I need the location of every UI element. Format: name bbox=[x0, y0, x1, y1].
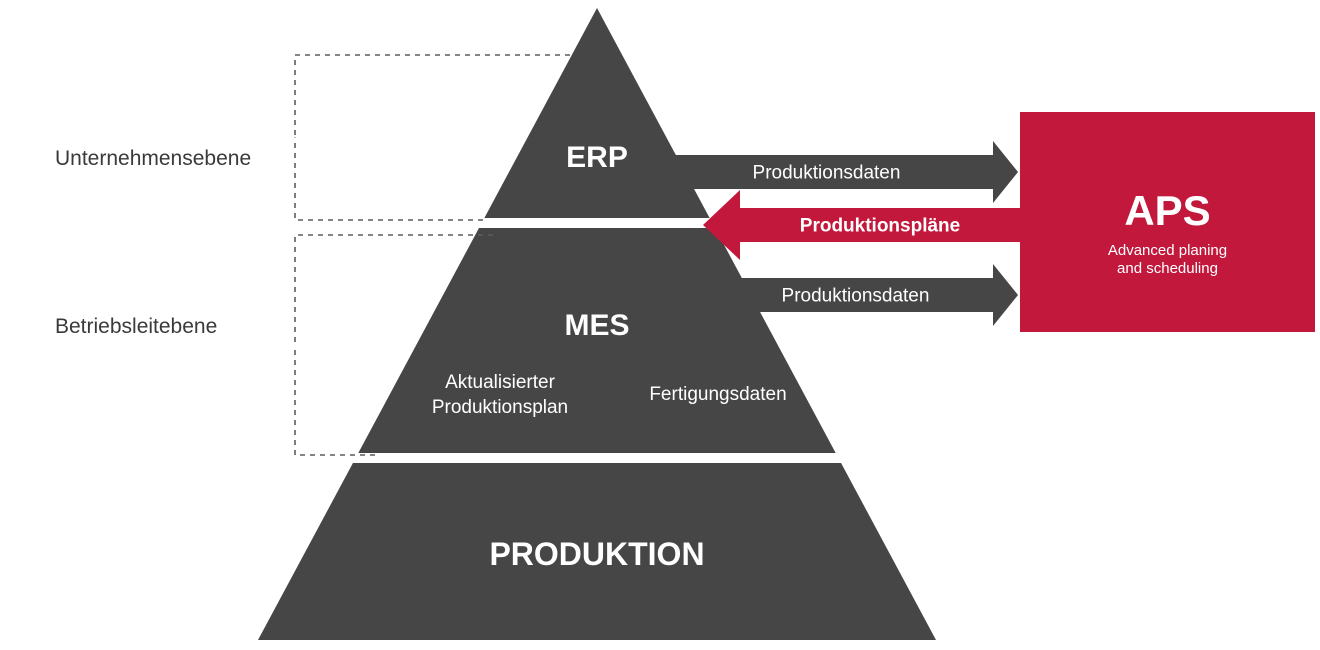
arrow-mes-to-aps-head-icon bbox=[993, 264, 1018, 326]
arrow-erp-to-aps-label: Produktionsdaten bbox=[753, 163, 901, 184]
aps-sub-1: Advanced planing bbox=[1108, 242, 1227, 259]
aps-sub-2: and scheduling bbox=[1117, 260, 1218, 277]
mes-to-prod-down-icon bbox=[488, 453, 512, 463]
mes-sub-left-line2: Produktionsplan bbox=[432, 397, 568, 418]
pyramid-label-erp: ERP bbox=[566, 141, 628, 174]
arrow-mes-to-aps-label: Produktionsdaten bbox=[782, 286, 930, 307]
left-label-upper: Unternehmensebene bbox=[55, 147, 251, 170]
bracket-segment bbox=[295, 345, 375, 455]
pyramid-label-prod: PRODUKTION bbox=[489, 536, 704, 572]
left-label-lower: Betriebsleitebene bbox=[55, 315, 217, 338]
mes-sub-left-line1: Aktualisierter bbox=[445, 372, 555, 393]
mes-sub-right-line1: Fertigungsdaten bbox=[649, 384, 786, 405]
arrow-erp-to-aps-head-icon bbox=[993, 141, 1018, 203]
bracket-segment bbox=[295, 138, 483, 221]
prod-to-mes-up-icon bbox=[706, 453, 730, 463]
aps-title: APS bbox=[1124, 187, 1210, 234]
bracket-segment bbox=[295, 55, 570, 138]
arrow-aps-to-pyramid-label: Produktionspläne bbox=[800, 216, 960, 237]
pyramid-label-mes: MES bbox=[564, 309, 629, 342]
